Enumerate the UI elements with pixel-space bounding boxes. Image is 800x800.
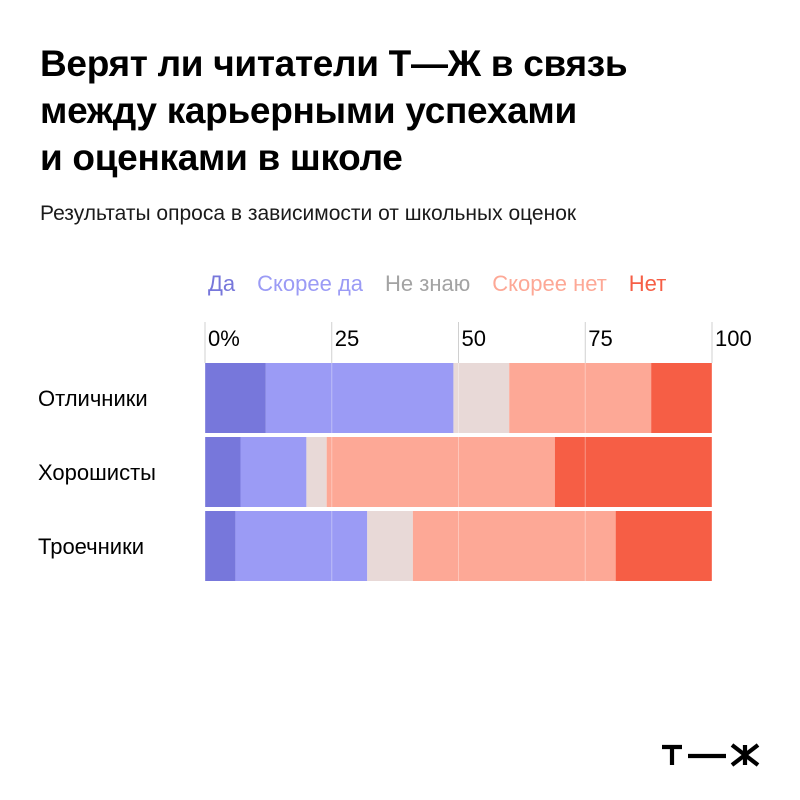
bar-3-segment-2 bbox=[235, 511, 368, 581]
title-line-1: Верят ли читатели Т—Ж в связь bbox=[40, 43, 628, 84]
x-tick-label-3: 50 bbox=[462, 326, 486, 351]
legend-item-4: Скорее нет bbox=[492, 271, 607, 296]
bar-1-segment-1 bbox=[205, 363, 266, 433]
bar-1-segment-5 bbox=[651, 363, 712, 433]
x-tick-label-1: 0% bbox=[208, 326, 240, 351]
chart-subtitle: Результаты опроса в зависимости от школь… bbox=[40, 202, 577, 225]
title-line-2: между карьерными успехами bbox=[40, 90, 577, 131]
chart-title: Верят ли читатели Т—Ж в связь между карь… bbox=[40, 40, 780, 181]
bars bbox=[205, 363, 712, 581]
bar-2-segment-5 bbox=[554, 437, 712, 507]
bar-1-segment-2 bbox=[265, 363, 454, 433]
legend-item-3: Не знаю bbox=[385, 271, 471, 296]
bar-3-segment-5 bbox=[615, 511, 712, 581]
bar-3-segment-3 bbox=[367, 511, 413, 581]
x-tick-label-2: 25 bbox=[335, 326, 359, 351]
category-label-2: Хорошисты bbox=[38, 460, 156, 485]
legend: Да Скорее да Не знаю Скорее нет Нет bbox=[208, 270, 666, 298]
bar-3-segment-4 bbox=[412, 511, 616, 581]
legend-item-5: Нет bbox=[628, 271, 667, 296]
bar-3-segment-1 bbox=[205, 511, 236, 581]
bar-1-segment-3 bbox=[453, 363, 510, 433]
category-label-3: Троечники bbox=[38, 534, 144, 559]
gridlines bbox=[204, 322, 713, 585]
bar-2-segment-2 bbox=[240, 437, 307, 507]
bar-1-segment-4 bbox=[509, 363, 652, 433]
x-tick-label-4: 75 bbox=[588, 326, 612, 351]
legend-item-2: Скорее да bbox=[257, 271, 364, 296]
bar-2-segment-3 bbox=[306, 437, 327, 507]
bar-2-segment-4 bbox=[326, 437, 555, 507]
bar-2-segment-1 bbox=[205, 437, 241, 507]
title-line-3: и оценками в школе bbox=[40, 137, 403, 178]
x-tick-label-5: 100 bbox=[715, 326, 752, 351]
category-label-1: Отличники bbox=[38, 386, 148, 411]
tzh-logo bbox=[662, 743, 760, 767]
legend-item-1: Да bbox=[208, 271, 236, 296]
